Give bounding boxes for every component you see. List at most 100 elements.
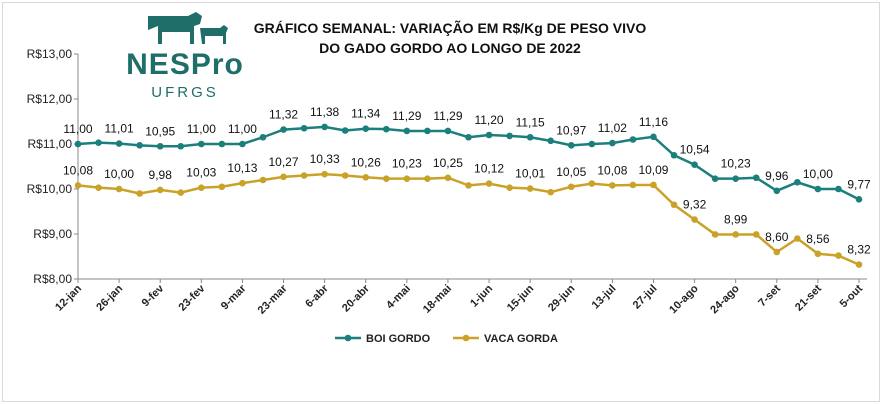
data-point xyxy=(547,188,555,196)
data-point xyxy=(650,133,657,141)
data-point xyxy=(95,184,102,191)
data-point xyxy=(609,182,616,189)
data-label: 9,98 xyxy=(149,168,173,182)
data-label: 10,08 xyxy=(597,163,627,177)
x-tick-label: 1-jun xyxy=(468,282,495,309)
data-point xyxy=(403,127,411,135)
x-tick-label: 10-ago xyxy=(667,282,701,316)
data-point xyxy=(444,174,452,182)
data-point xyxy=(74,140,82,148)
data-point xyxy=(609,139,616,147)
data-label: 10,03 xyxy=(186,166,216,180)
data-point xyxy=(752,231,760,238)
data-point xyxy=(691,161,698,168)
data-point xyxy=(95,139,102,146)
data-point xyxy=(198,140,205,148)
y-tick-label: R$11,00 xyxy=(28,137,73,151)
data-point xyxy=(74,182,82,189)
chart-title: GRÁFICO SEMANAL: VARIAÇÃO EM R$/Kg DE PE… xyxy=(253,20,647,36)
data-label: 10,25 xyxy=(433,156,463,170)
data-label: 11,29 xyxy=(433,109,462,123)
x-tick-label: 29-jun xyxy=(546,282,578,314)
legend-marker xyxy=(344,334,352,342)
data-label: 10,08 xyxy=(63,163,93,177)
data-point xyxy=(547,137,555,145)
data-point xyxy=(321,170,328,178)
data-point xyxy=(321,123,328,131)
data-point xyxy=(444,127,452,135)
data-point xyxy=(218,140,226,148)
x-tick-label: 18-mai xyxy=(421,283,454,316)
data-label: 10,33 xyxy=(310,152,340,166)
data-point xyxy=(341,172,349,179)
data-point xyxy=(773,187,781,195)
x-tick-label: 13-jul xyxy=(590,283,619,312)
data-label: 11,02 xyxy=(598,121,627,135)
data-point xyxy=(115,185,123,193)
data-point xyxy=(794,235,801,242)
data-label: 11,38 xyxy=(310,105,339,119)
data-label: 11,29 xyxy=(392,109,421,123)
data-label: 10,12 xyxy=(474,162,504,176)
data-label: 10,05 xyxy=(556,165,586,179)
data-point xyxy=(136,142,143,149)
data-label: 8,99 xyxy=(724,212,748,226)
data-point xyxy=(382,125,390,133)
data-point xyxy=(752,174,760,182)
data-point xyxy=(156,186,164,194)
x-tick-label: 21-set xyxy=(793,282,824,313)
data-point xyxy=(362,174,370,181)
data-label: 10,00 xyxy=(803,167,833,181)
data-point xyxy=(567,183,575,191)
data-label: 10,13 xyxy=(227,161,257,175)
data-point xyxy=(239,179,246,187)
data-point xyxy=(670,201,678,209)
data-label: 11,16 xyxy=(639,115,668,129)
data-point xyxy=(300,124,308,132)
x-tick-label: 24-ago xyxy=(708,282,742,316)
legend-label: VACA GORDA xyxy=(484,333,558,345)
data-point xyxy=(341,127,349,134)
data-point xyxy=(814,250,822,258)
x-tick-label: 23-fev xyxy=(176,282,208,314)
data-point xyxy=(835,185,842,193)
data-point xyxy=(567,142,575,149)
legend-marker xyxy=(462,334,470,342)
data-label: 10,54 xyxy=(680,143,710,157)
data-label: 11,00 xyxy=(228,122,257,136)
data-point xyxy=(794,178,801,186)
y-tick-label: R$9,00 xyxy=(33,227,72,241)
data-label: 10,23 xyxy=(392,157,422,171)
data-label: 8,60 xyxy=(765,230,789,244)
data-label: 11,34 xyxy=(351,107,380,121)
y-tick-label: R$13,00 xyxy=(27,47,73,61)
data-label: 10,97 xyxy=(556,123,586,137)
data-point xyxy=(650,181,657,189)
data-label: 10,26 xyxy=(351,155,381,169)
data-point xyxy=(814,185,822,193)
data-point xyxy=(280,173,287,181)
data-point xyxy=(506,184,513,191)
data-point xyxy=(773,248,781,256)
x-tick-label: 5-out xyxy=(838,282,866,310)
data-label: 11,15 xyxy=(516,115,545,129)
data-point xyxy=(855,261,863,268)
x-tick-label: 12-jan xyxy=(53,282,84,313)
x-tick-label: 9-mar xyxy=(219,282,249,312)
data-point xyxy=(198,184,205,191)
data-label: 9,96 xyxy=(765,169,789,183)
data-label: 9,77 xyxy=(847,177,871,191)
y-tick-label: R$12,00 xyxy=(27,92,73,106)
legend-label: BOI GORDO xyxy=(366,333,431,345)
data-point xyxy=(403,175,411,182)
data-point xyxy=(485,180,493,187)
data-point xyxy=(239,140,246,148)
data-point xyxy=(177,189,185,196)
logo-text: NESPro xyxy=(126,48,244,81)
data-point xyxy=(465,133,472,141)
x-tick-label: 27-jul xyxy=(631,283,660,312)
data-point xyxy=(506,132,513,140)
data-label: 11,20 xyxy=(474,113,503,127)
data-label: 11,00 xyxy=(187,122,216,136)
